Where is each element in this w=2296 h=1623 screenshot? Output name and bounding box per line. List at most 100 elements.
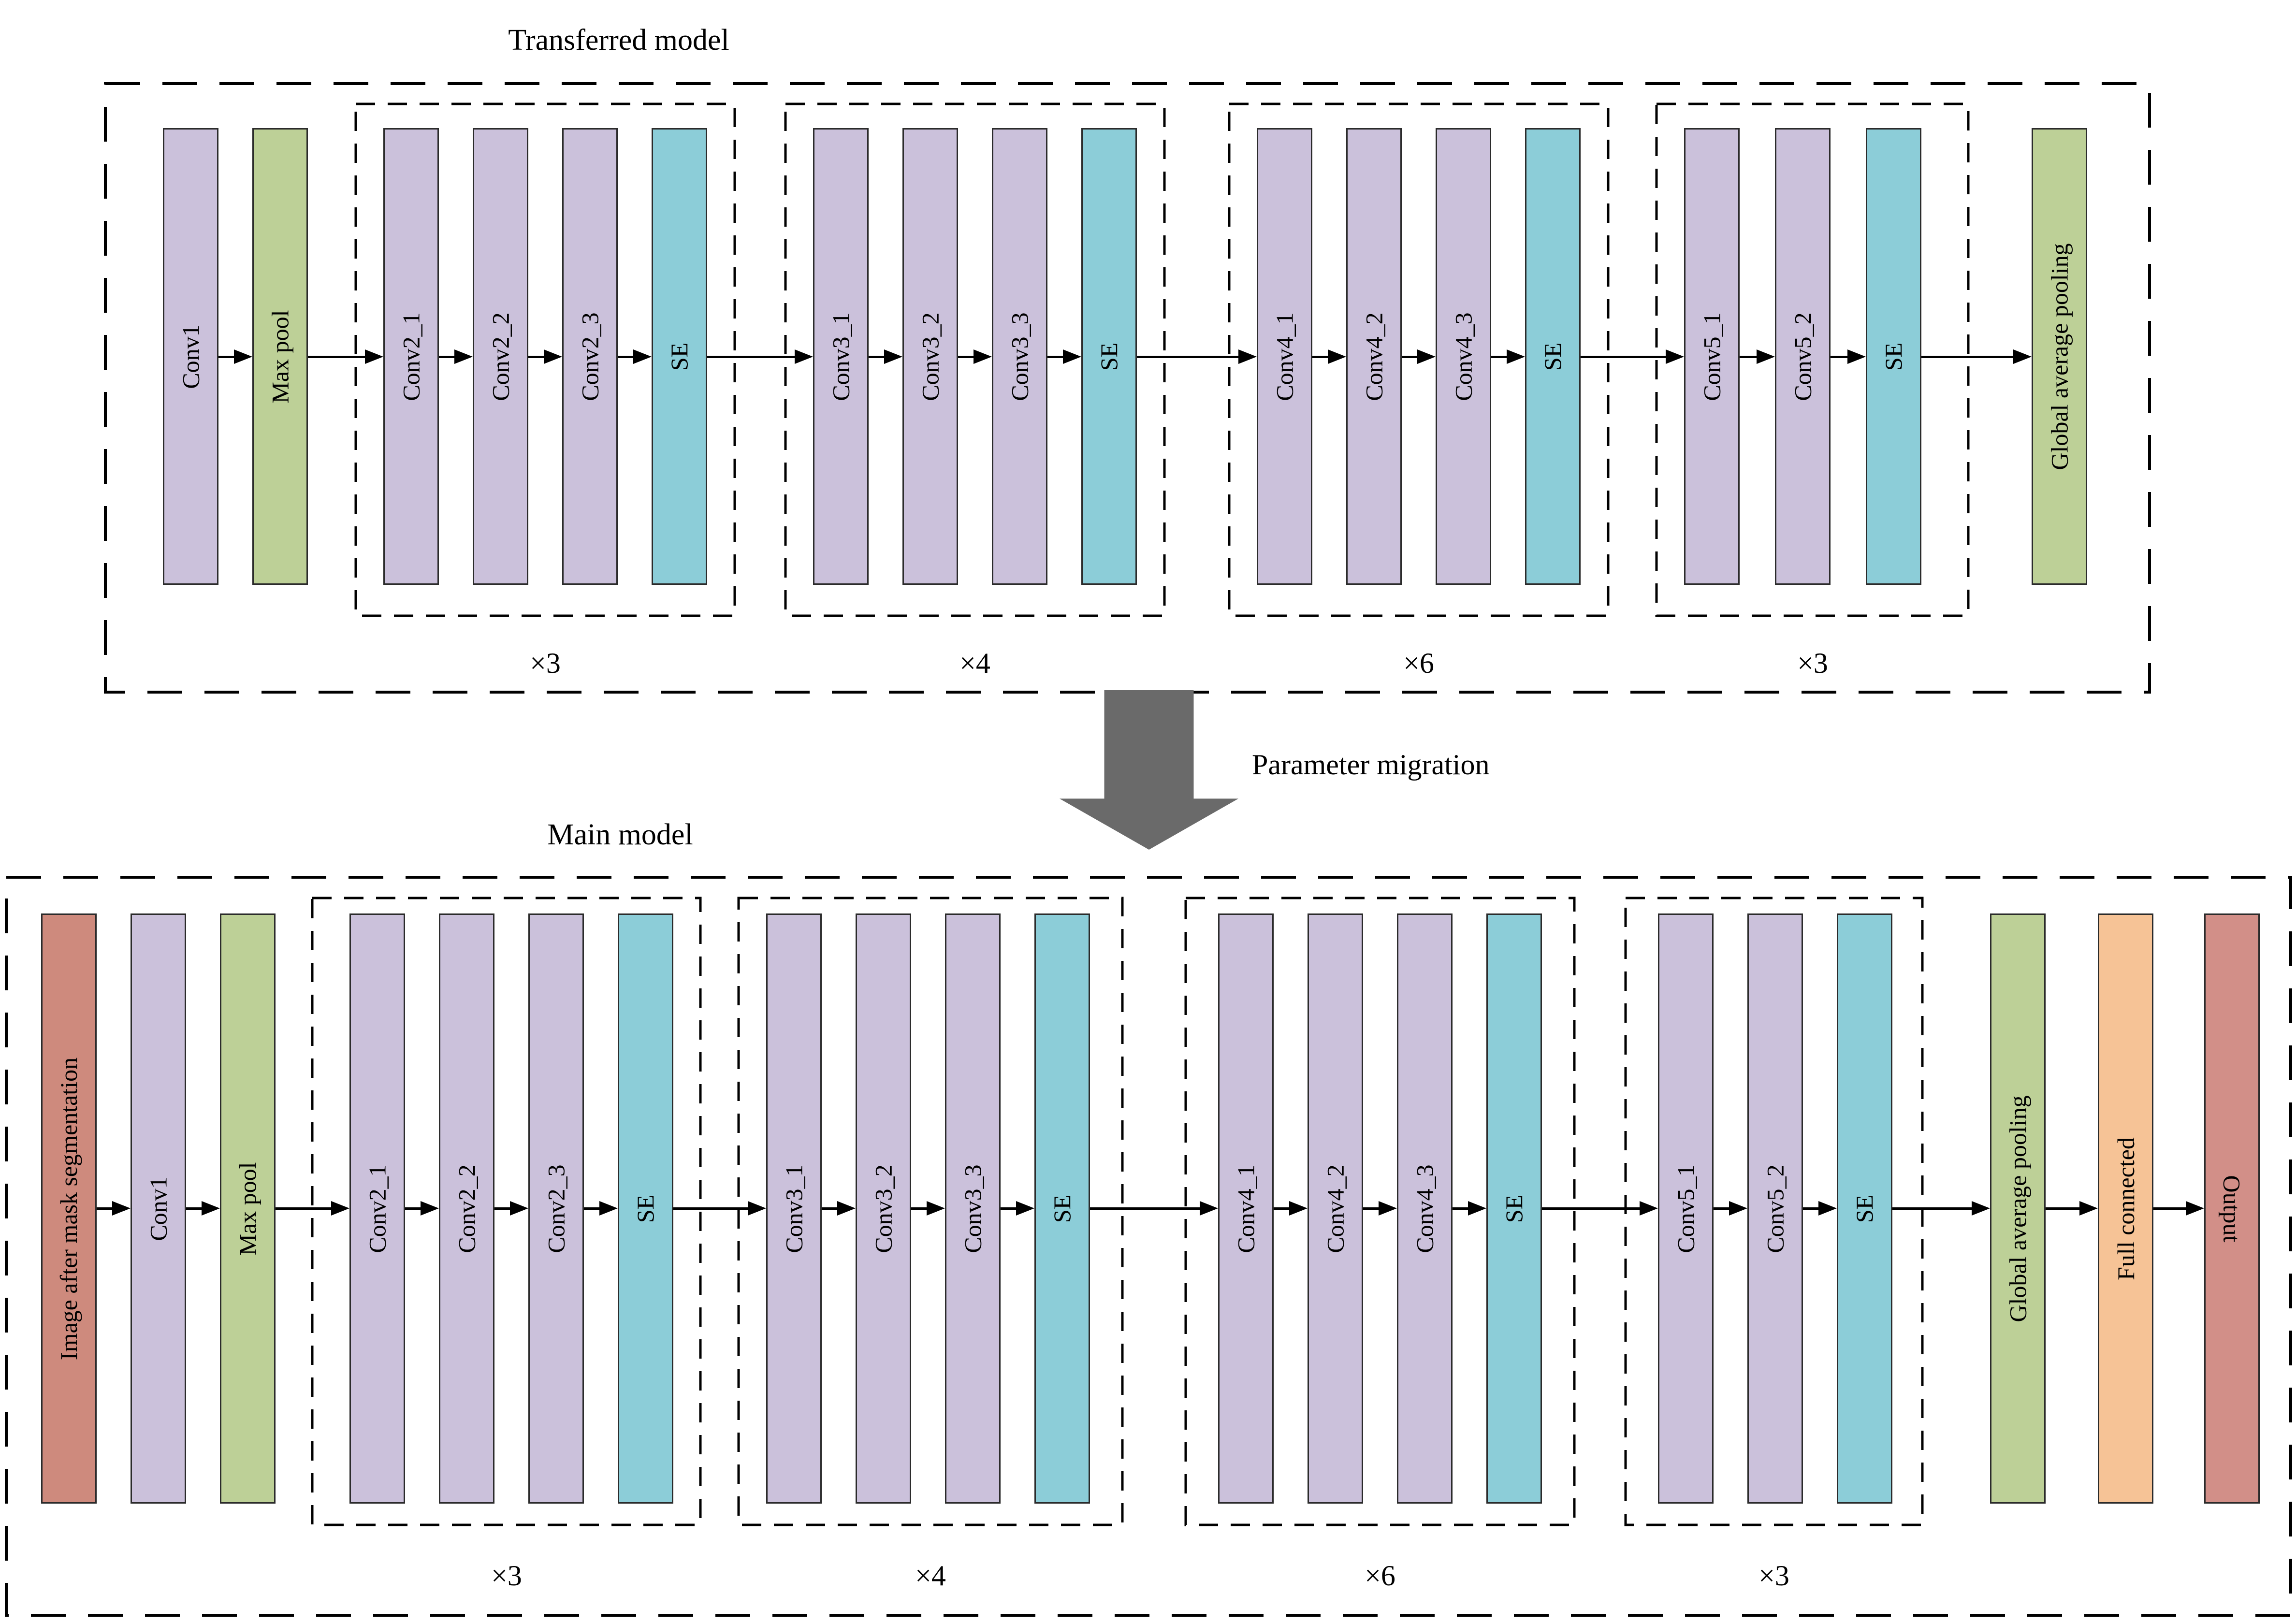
bar-conv1-main: Conv1 (131, 913, 186, 1504)
bar-conv3-2-main: Conv3_2 (856, 913, 911, 1504)
flow-arrow (1001, 1201, 1034, 1216)
flow-arrow (2153, 1201, 2204, 1216)
parameter-migration-label: Parameter migration (1252, 749, 1490, 781)
bar-label: Output (2218, 1175, 2246, 1242)
repeat-label-conv4-main: ×6 (1365, 1560, 1395, 1592)
bar-conv5-2-top: Conv5_2 (1775, 128, 1831, 585)
bar-se-conv2-main: SE (618, 913, 673, 1504)
flow-arrow (494, 1201, 528, 1216)
repeat-label-conv2-top: ×3 (530, 647, 561, 679)
bar-conv4-3-main: Conv4_3 (1397, 913, 1453, 1504)
bar-conv3-2-top: Conv3_2 (902, 128, 958, 585)
bar-label: Conv4_1 (1271, 312, 1298, 401)
flow-arrow (1892, 1201, 1990, 1216)
flow-arrow (869, 349, 902, 364)
repeat-label-conv2-main: ×3 (491, 1560, 522, 1592)
flow-arrow (1921, 349, 2032, 364)
bar-label: SE (1500, 1194, 1528, 1223)
bar-gap-main: Global average pooling (1990, 913, 2046, 1504)
bar-conv2-3-top: Conv2_3 (562, 128, 618, 585)
flow-arrow (1453, 1201, 1486, 1216)
flow-arrow (1803, 1201, 1837, 1216)
bar-label: Conv5_1 (1672, 1164, 1700, 1253)
bar-label: Conv1 (145, 1176, 172, 1241)
flow-arrow (673, 1201, 766, 1216)
bar-label: Global average pooling (2046, 243, 2073, 470)
flow-arrow (218, 349, 252, 364)
bar-label: Conv2_1 (397, 312, 425, 401)
bar-se-conv5-top: SE (1866, 128, 1921, 585)
bar-label: Conv4_3 (1450, 312, 1477, 401)
bar-label: Conv2_2 (487, 312, 514, 401)
bar-conv4-1-main: Conv4_1 (1218, 913, 1274, 1504)
bar-se-conv4-main: SE (1486, 913, 1542, 1504)
main-model-box (5, 876, 2292, 1617)
flow-arrow (1714, 1201, 1747, 1216)
bar-se-conv5-main: SE (1837, 913, 1892, 1504)
flow-arrow (1312, 349, 1346, 364)
bar-label: Conv3_3 (959, 1164, 987, 1253)
bar-label: Conv4_3 (1411, 1164, 1439, 1253)
flow-arrow (1402, 349, 1436, 364)
bar-label: Conv5_1 (1698, 312, 1726, 401)
flow-arrow (439, 349, 473, 364)
flow-arrow (2046, 1201, 2098, 1216)
flow-arrow (405, 1201, 439, 1216)
bar-label: SE (1539, 342, 1567, 371)
flow-arrow (1137, 349, 1257, 364)
repeat-label-conv3-main: ×4 (915, 1560, 946, 1592)
bar-conv2-2-main: Conv2_2 (439, 913, 494, 1504)
bar-label: Image after mask segmentation (55, 1057, 83, 1360)
bar-maxpool-top: Max pool (252, 128, 308, 585)
repeat-label-conv3-top: ×4 (959, 647, 990, 679)
bar-label: Max pool (266, 309, 294, 404)
bar-se-conv2-top: SE (652, 128, 707, 585)
bar-conv2-1-top: Conv2_1 (383, 128, 439, 585)
bar-label: Global average pooling (2004, 1095, 2032, 1322)
bar-conv5-2-main: Conv5_2 (1747, 913, 1803, 1504)
main-model-title: Main model (547, 818, 693, 851)
repeat-label-conv4-top: ×6 (1403, 647, 1434, 679)
bar-input-main: Image after mask segmentation (41, 913, 97, 1504)
bar-label: Conv4_2 (1360, 312, 1388, 401)
flow-arrow (1542, 1201, 1658, 1216)
flow-arrow (97, 1201, 131, 1216)
bar-label: SE (632, 1194, 659, 1223)
flow-arrow (528, 349, 562, 364)
bar-label: Conv2_1 (363, 1164, 391, 1253)
bar-conv4-2-top: Conv4_2 (1346, 128, 1402, 585)
bar-full-connected-main: Full connected (2098, 913, 2153, 1504)
group-box-conv3-main (737, 897, 1124, 1526)
flow-arrow (1274, 1201, 1308, 1216)
transferred-model-title: Transferred model (508, 24, 729, 57)
bar-se-conv4-top: SE (1525, 128, 1581, 585)
bar-conv3-3-main: Conv3_3 (945, 913, 1001, 1504)
group-box-conv2-main (311, 897, 702, 1526)
flow-arrow (584, 1201, 618, 1216)
bar-se-conv3-main: SE (1034, 913, 1090, 1504)
bar-label: Conv2_2 (453, 1164, 480, 1253)
bar-maxpool-main: Max pool (220, 913, 276, 1504)
bar-label: Conv4_2 (1322, 1164, 1349, 1253)
flow-arrow (1090, 1201, 1218, 1216)
flow-arrow (1491, 349, 1525, 364)
bar-label: Max pool (234, 1161, 262, 1256)
flow-arrow (822, 1201, 856, 1216)
bar-label: SE (1095, 342, 1123, 371)
flow-arrow (1363, 1201, 1397, 1216)
flow-arrow (1047, 349, 1081, 364)
flow-arrow (911, 1201, 945, 1216)
bar-label: SE (666, 342, 693, 371)
flow-arrow (1831, 349, 1866, 364)
bar-se-conv3-top: SE (1081, 128, 1137, 585)
flow-arrow (276, 1201, 349, 1216)
bar-label: Conv4_1 (1232, 1164, 1260, 1253)
bar-label: Conv2_3 (576, 312, 604, 401)
bar-label: Conv5_2 (1789, 312, 1816, 401)
bar-conv3-3-top: Conv3_3 (992, 128, 1047, 585)
bar-conv3-1-top: Conv3_1 (813, 128, 869, 585)
bar-label: Conv3_2 (870, 1164, 897, 1253)
bar-label: Conv3_1 (827, 312, 855, 401)
bar-label: SE (1851, 1194, 1878, 1223)
